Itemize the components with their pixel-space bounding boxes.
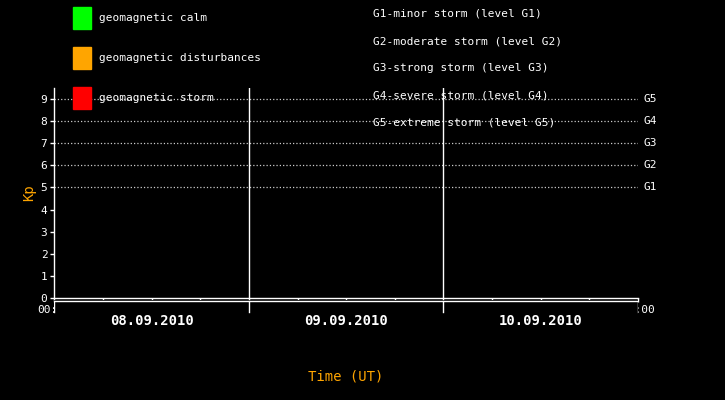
Text: Time (UT): Time (UT): [309, 369, 384, 383]
Text: G2: G2: [644, 160, 657, 170]
Text: G4: G4: [644, 116, 657, 126]
Text: G5-extreme storm (level G5): G5-extreme storm (level G5): [373, 118, 555, 128]
Text: G1-minor storm (level G1): G1-minor storm (level G1): [373, 9, 542, 19]
Text: geomagnetic storm: geomagnetic storm: [99, 93, 214, 103]
Y-axis label: Kp: Kp: [22, 185, 36, 201]
Text: 10.09.2010: 10.09.2010: [499, 314, 583, 328]
Text: 08.09.2010: 08.09.2010: [109, 314, 194, 328]
Text: G3-strong storm (level G3): G3-strong storm (level G3): [373, 64, 549, 74]
Text: G2-moderate storm (level G2): G2-moderate storm (level G2): [373, 36, 563, 46]
Text: 09.09.2010: 09.09.2010: [304, 314, 388, 328]
Text: geomagnetic calm: geomagnetic calm: [99, 13, 207, 23]
Text: geomagnetic disturbances: geomagnetic disturbances: [99, 53, 261, 63]
Text: G3: G3: [644, 138, 657, 148]
Text: G4-severe storm (level G4): G4-severe storm (level G4): [373, 91, 549, 101]
Text: G1: G1: [644, 182, 657, 192]
Text: G5: G5: [644, 94, 657, 104]
